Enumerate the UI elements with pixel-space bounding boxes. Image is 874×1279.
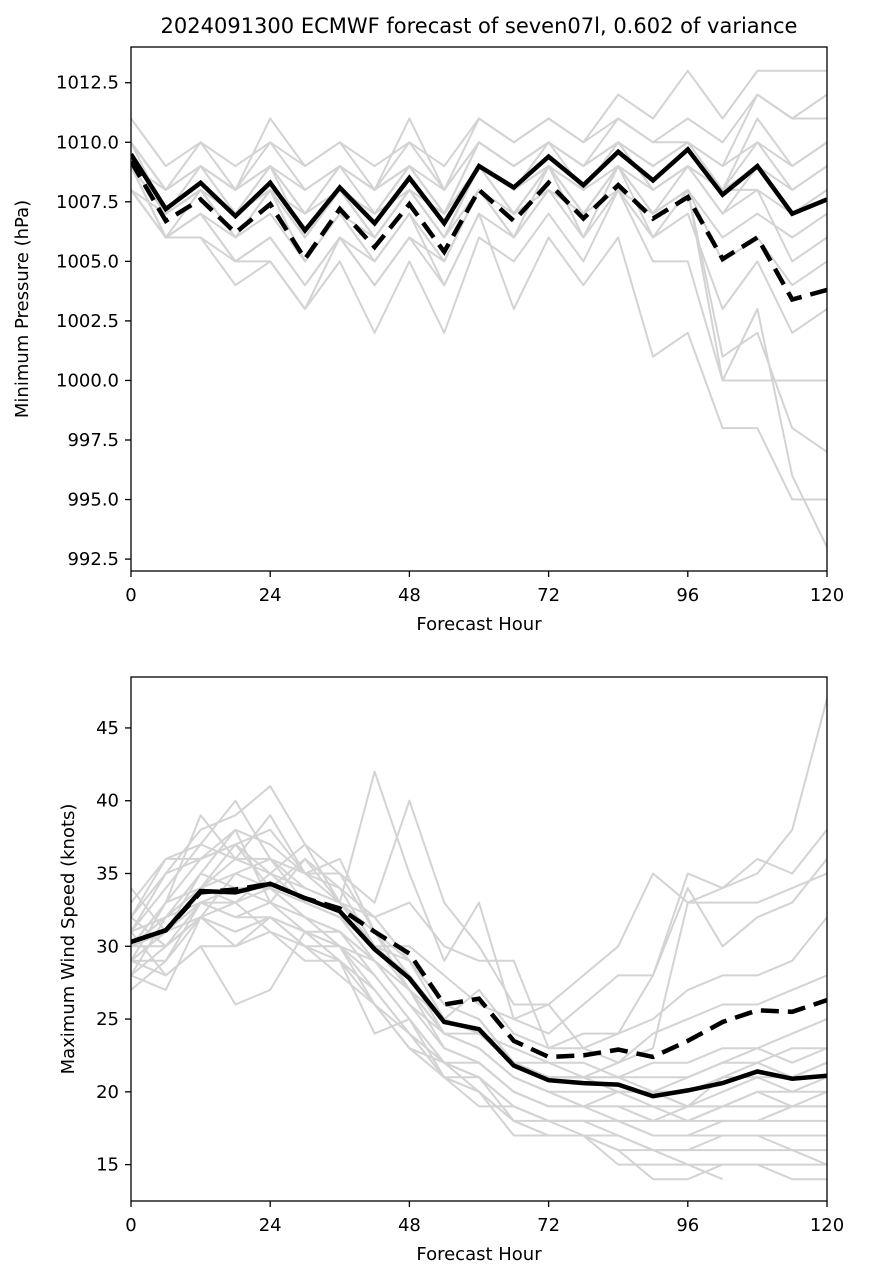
y-tick-label: 1010.0 xyxy=(56,132,119,153)
wind-speed-plot: 0 24 48 72 96 120 15 20 25 30 35 40 45 Forecast Hour M… xyxy=(58,676,844,1265)
ensemble-member-line xyxy=(131,165,827,453)
ensemble-member-line xyxy=(131,141,827,215)
y-tick-label: 15 xyxy=(96,1155,119,1176)
y-axis-label: Minimum Pressure (hPa) xyxy=(12,200,33,418)
ensemble-member-line xyxy=(131,916,827,1137)
x-tick-label: 48 xyxy=(398,1215,421,1236)
ensemble-member-line xyxy=(131,828,827,1108)
ensemble-member-line xyxy=(131,916,723,1181)
y-tick-label: 40 xyxy=(96,791,119,812)
mean-solid-line xyxy=(131,146,827,235)
mean-dashed-line xyxy=(131,160,827,303)
x-tick-label: 72 xyxy=(537,585,560,606)
x-tick-label: 120 xyxy=(810,585,844,606)
y-tick-label: 45 xyxy=(96,718,119,739)
x-tick-label: 96 xyxy=(676,585,699,606)
ensemble-member-line xyxy=(131,916,827,1166)
y-tick-label: 35 xyxy=(96,864,119,885)
y-tick-label: 20 xyxy=(96,1082,119,1103)
x-tick-label: 120 xyxy=(810,1215,844,1236)
y-tick-label: 995.0 xyxy=(67,490,119,511)
ensemble-member-line xyxy=(131,698,827,1050)
x-axis-label: Forecast Hour xyxy=(416,1244,542,1265)
ensemble-member-line xyxy=(131,814,827,1122)
y-tick-label: 1000.0 xyxy=(56,370,119,391)
y-tick-label: 25 xyxy=(96,1009,119,1030)
x-tick-label: 0 xyxy=(125,1215,136,1236)
ensemble-member-line xyxy=(131,165,827,548)
pressure-plot: 0 24 48 72 96 120 992.5 995.0 997.5 1000.0 1002.5 1… xyxy=(12,46,844,635)
y-tick-label: 30 xyxy=(96,936,119,957)
ensemble-member-line xyxy=(131,828,827,1050)
y-tick-label: 992.5 xyxy=(67,549,119,570)
x-tick-label: 72 xyxy=(537,1215,560,1236)
ensemble-member-line xyxy=(131,828,827,1035)
mean-dashed-line xyxy=(131,881,827,1060)
x-tick-label: 0 xyxy=(125,585,136,606)
ensemble-member-line xyxy=(131,93,827,168)
ensemble-member-line xyxy=(131,141,827,215)
ensemble-member-line xyxy=(131,799,827,1006)
x-tick-label: 24 xyxy=(259,585,282,606)
y-tick-label: 1005.0 xyxy=(56,251,119,272)
ensemble-member-line xyxy=(131,901,827,1122)
plot-frame xyxy=(130,46,828,572)
ensemble-member-line xyxy=(131,843,827,1093)
plot-frame xyxy=(130,676,828,1202)
mean-solid-line xyxy=(131,881,827,1099)
x-axis-label: Forecast Hour xyxy=(416,614,542,635)
x-tick-label: 48 xyxy=(398,585,421,606)
y-tick-label: 1007.5 xyxy=(56,192,119,213)
ensemble-member-line xyxy=(131,189,827,501)
ensemble-member-line xyxy=(131,872,827,1122)
figure-title: 2024091300 ECMWF forecast of seven07l, 0… xyxy=(161,14,798,38)
ensemble-member-line xyxy=(131,901,827,1152)
x-tick-label: 24 xyxy=(259,1215,282,1236)
ensemble-member-line xyxy=(131,165,827,382)
ensemble-member-line xyxy=(131,69,827,191)
y-tick-label: 1012.5 xyxy=(56,73,119,94)
ensemble-member-line xyxy=(131,887,827,1181)
y-tick-label: 997.5 xyxy=(67,430,119,451)
y-axis-label: Maximum Wind Speed (knots) xyxy=(58,804,79,1075)
x-tick-label: 96 xyxy=(676,1215,699,1236)
y-tick-label: 1002.5 xyxy=(56,311,119,332)
